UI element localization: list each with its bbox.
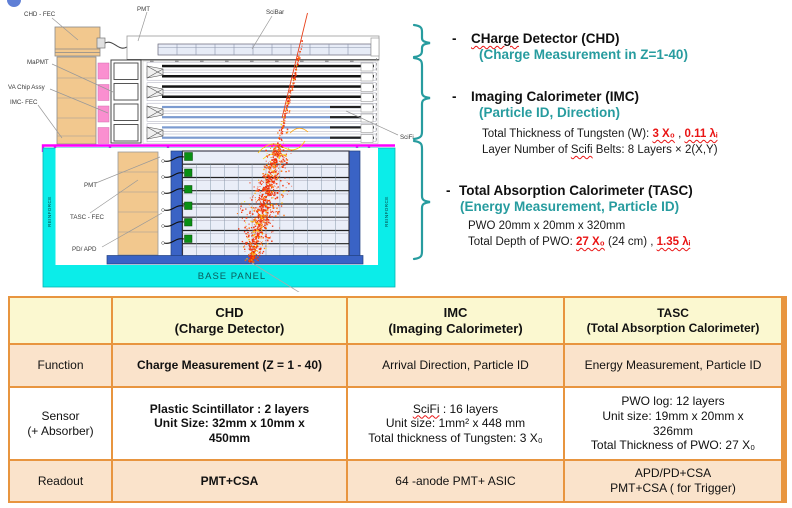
tasc-detail-1: PWO 20mm x 20mm x 320mm	[468, 220, 626, 232]
bullet-fragment	[7, 0, 21, 7]
tasc-subtitle: (Energy Measurement, Particle ID)	[460, 199, 680, 214]
chd-title: - CHarge Detector (CHD)	[452, 31, 620, 46]
pwo-readout-cables	[161, 152, 193, 245]
support-bar	[106, 255, 364, 265]
spec-table: CHD (Charge Detector) IMC (Imaging Calorim…	[8, 296, 787, 503]
detector-diagram: REINFORCE REINFORCE	[7, 0, 414, 292]
shower-dots	[236, 40, 304, 263]
table-header-tasc: TASC (Total Absorption Calorimeter)	[565, 298, 781, 343]
shower-track-line	[281, 12, 308, 119]
table-corner-cell	[10, 298, 111, 343]
label-chd-fec: CHD - FEC	[24, 11, 56, 18]
label-va-chip: VA Chip Assy	[8, 84, 46, 91]
readout-chd: PMT+CSA	[113, 461, 346, 501]
function-tasc: Energy Measurement, Particle ID	[565, 345, 781, 386]
tasc-title: - Total Absorption Calorimeter (TASC)	[446, 183, 693, 198]
reinforce-label-right: REINFORCE	[384, 196, 389, 227]
imc-subtitle: (Particle ID, Direction)	[479, 105, 621, 120]
chd-subtitle: (Charge Measurement in Z=1-40)	[479, 47, 688, 62]
chd-fec-box	[54, 26, 101, 145]
table-header-imc: IMC (Imaging Calorimeter)	[348, 298, 563, 343]
tasc-fec-column	[117, 151, 159, 256]
tasc-dash: -	[446, 183, 451, 198]
function-imc: Arrival Direction, Particle ID	[348, 345, 563, 386]
function-chd: Charge Measurement (Z = 1 - 40)	[113, 345, 346, 386]
tasc-detail-2: Total Depth of PWO: 27 X₀ (24 cm) , 1.35…	[468, 236, 691, 248]
annotation-tasc: - Total Absorption Calorimeter (TASC) (En…	[446, 183, 693, 250]
label-pmt-top: PMT	[137, 6, 150, 13]
imc-layer-stack	[110, 58, 379, 144]
right-edge-boxes	[360, 62, 374, 143]
imc-dash: -	[452, 89, 457, 104]
row-label-function: Function	[10, 345, 111, 386]
shower-leader	[251, 262, 300, 292]
base-panel-label: BASE PANEL	[198, 271, 266, 282]
imc-detail-1: Total Thickness of Tungsten (W): 3 X₀ , …	[482, 128, 718, 140]
chd-dash: -	[452, 31, 457, 46]
brace-tasc	[412, 139, 431, 261]
row-label-readout: Readout	[10, 461, 111, 501]
label-pd-apd: PD/ APD	[72, 246, 97, 253]
row-label-sensor: Sensor (+ Absorber)	[10, 388, 111, 459]
label-tasc-fec: TASC - FEC	[70, 214, 104, 221]
label-pmt-tasc: PMT	[84, 182, 97, 189]
pwo-stack	[170, 150, 361, 258]
annotation-chd: - CHarge Detector (CHD) (Charge Measureme…	[452, 31, 688, 62]
label-scifi: SciFi	[400, 134, 414, 141]
annotation-braces	[412, 23, 431, 261]
brace-imc	[412, 56, 431, 141]
mapmt-squares	[97, 62, 110, 144]
imc-detail-2: Layer Number of Scifi Belts: 8 Layers × …	[482, 144, 718, 156]
sensor-chd: Plastic Scintillator : 2 layers Unit Siz…	[113, 388, 346, 459]
annotation-imc: - Imaging Calorimeter (IMC) (Particle ID,…	[452, 89, 718, 158]
readout-tasc: APD/PD+CSA PMT+CSA ( for Trigger)	[565, 461, 781, 501]
reinforce-label-left: REINFORCE	[47, 196, 52, 227]
scibar-bar	[157, 43, 372, 56]
table-header-chd: CHD (Charge Detector)	[113, 298, 346, 343]
label-scibar: SciBar	[266, 9, 284, 16]
sensor-imc: SciFi : 16 layers Unit size: 1mm² x 448 …	[348, 388, 563, 459]
shower	[236, 12, 309, 292]
layer-brackets	[146, 65, 164, 140]
scibar-assembly	[126, 35, 380, 64]
brace-chd	[412, 23, 431, 59]
label-imc-fec: IMC- FEC	[10, 99, 38, 106]
label-leaders	[37, 11, 399, 248]
readout-imc: 64 -anode PMT+ ASIC	[348, 461, 563, 501]
imc-title: - Imaging Calorimeter (IMC)	[452, 89, 640, 104]
label-mapmt: MaPMT	[27, 59, 49, 66]
sensor-tasc: PWO log: 12 layers Unit size: 19mm x 20m…	[565, 388, 781, 459]
